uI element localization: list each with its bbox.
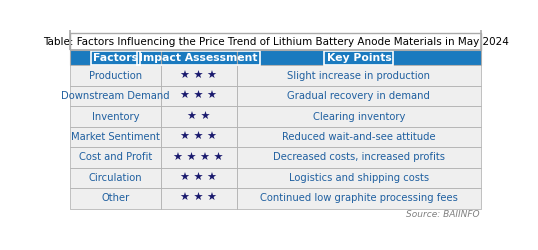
Text: Circulation: Circulation <box>89 173 143 183</box>
Bar <box>161 168 237 188</box>
Bar <box>70 188 161 209</box>
Bar <box>70 86 161 106</box>
Bar <box>70 127 161 147</box>
Text: Reduced wait-and-see attitude: Reduced wait-and-see attitude <box>282 132 436 142</box>
Text: Market Sentiment: Market Sentiment <box>71 132 160 142</box>
Text: Other: Other <box>101 194 130 203</box>
Bar <box>70 50 161 66</box>
Text: Factors: Factors <box>93 53 138 63</box>
Text: Cost and Profit: Cost and Profit <box>79 152 152 162</box>
Bar <box>237 86 481 106</box>
Text: Impact Assessment: Impact Assessment <box>139 53 258 63</box>
Text: Production: Production <box>89 71 142 81</box>
Bar <box>70 147 161 168</box>
Bar <box>70 168 161 188</box>
Text: Gradual recovery in demand: Gradual recovery in demand <box>287 91 430 101</box>
Bar <box>161 106 237 127</box>
Text: Slight increase in production: Slight increase in production <box>287 71 430 81</box>
Bar <box>237 50 481 66</box>
Bar <box>70 33 481 50</box>
Text: Continued low graphite processing fees: Continued low graphite processing fees <box>260 194 458 203</box>
Bar <box>70 66 161 86</box>
Text: Table: Factors Influencing the Price Trend of Lithium Battery Anode Materials in: Table: Factors Influencing the Price Tre… <box>43 36 508 46</box>
Text: ★ ★ ★: ★ ★ ★ <box>180 194 217 203</box>
Text: Clearing inventory: Clearing inventory <box>313 112 405 122</box>
Bar <box>161 66 237 86</box>
Text: Decreased costs, increased profits: Decreased costs, increased profits <box>273 152 445 162</box>
Bar <box>237 127 481 147</box>
Text: Key Points: Key Points <box>327 53 391 63</box>
Text: ★ ★ ★: ★ ★ ★ <box>180 132 217 142</box>
Bar <box>161 147 237 168</box>
Text: Logistics and shipping costs: Logistics and shipping costs <box>289 173 429 183</box>
Text: Inventory: Inventory <box>92 112 139 122</box>
Bar <box>237 66 481 86</box>
Text: ★ ★ ★: ★ ★ ★ <box>180 173 217 183</box>
Bar <box>161 127 237 147</box>
Text: Downstream Demand: Downstream Demand <box>61 91 170 101</box>
Text: ★ ★ ★ ★: ★ ★ ★ ★ <box>173 152 224 162</box>
Bar <box>161 50 237 66</box>
Bar <box>237 106 481 127</box>
Text: Source: BAIINFO: Source: BAIINFO <box>406 210 479 218</box>
Bar <box>161 86 237 106</box>
Bar <box>70 106 161 127</box>
Bar <box>237 168 481 188</box>
Text: ★ ★ ★: ★ ★ ★ <box>180 71 217 81</box>
Text: ★ ★ ★: ★ ★ ★ <box>180 91 217 101</box>
Text: ★ ★: ★ ★ <box>187 112 210 122</box>
Bar <box>237 188 481 209</box>
Bar <box>237 147 481 168</box>
Bar <box>161 188 237 209</box>
